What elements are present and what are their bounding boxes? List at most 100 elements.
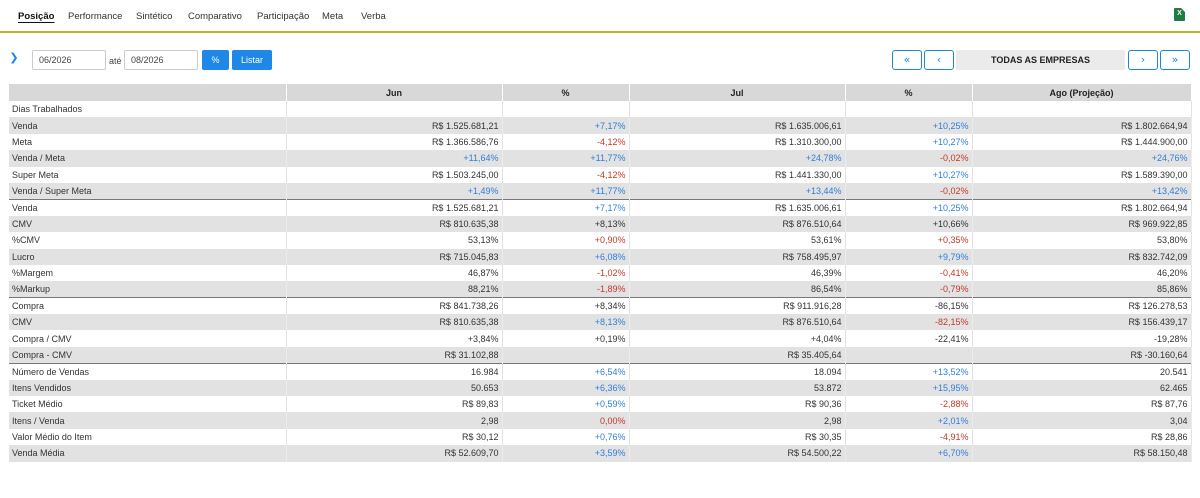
column-header-pct-jun[interactable]: % [502, 84, 630, 101]
cell-jun: +11,64% [286, 150, 503, 167]
cell-jun: R$ 31.102,88 [286, 346, 503, 364]
tab-verba[interactable]: Verba [361, 11, 386, 22]
table-row: %CMV 53,13% +0,90% 53,61% +0,35% 53,80% [9, 232, 1192, 249]
cell-ago: 53,80% [972, 232, 1192, 249]
cell-pct-jun: -1,02% [502, 264, 630, 282]
cell-jul: 53,61% [629, 232, 846, 249]
column-header-pct-jul[interactable]: % [845, 84, 973, 101]
position-table: Jun % Jul % Ago (Projeção) Dias Trabalha… [9, 84, 1192, 462]
cell-jul: R$ 54.500,22 [629, 445, 846, 462]
cell-ago: +24,76% [972, 150, 1192, 167]
cell-pct-jun: +0,76% [502, 428, 630, 446]
row-label: %Markup [9, 281, 287, 298]
table-row: Compra - CMV R$ 31.102,88 R$ 35.405,64 R$ -… [9, 346, 1192, 364]
cell-jul: R$ 30,35 [629, 428, 846, 446]
cell-jun: R$ 30,12 [286, 428, 503, 446]
next-page-button[interactable]: › [1128, 50, 1158, 70]
cell-jul: R$ 35.405,64 [629, 346, 846, 364]
tab-posicao[interactable]: Posição [18, 11, 55, 22]
cell-jul: 2,98 [629, 412, 846, 429]
cell-ago: R$ 1.802.664,94 [972, 117, 1192, 134]
listar-button[interactable]: Listar [232, 50, 272, 70]
last-page-button[interactable]: » [1160, 50, 1190, 70]
row-label: Lucro [9, 248, 287, 265]
cell-jul: R$ 911.916,28 [629, 297, 846, 315]
cell-jun: R$ 52.609,70 [286, 445, 503, 462]
cell-pct-jul: +13,52% [845, 362, 973, 380]
expand-chevron-icon[interactable]: ❯ [9, 52, 19, 64]
tab-comparativo[interactable]: Comparativo [188, 11, 242, 22]
percent-button[interactable]: % [202, 50, 229, 70]
cell-pct-jun: -4,12% [502, 133, 630, 151]
date-from-input[interactable] [32, 50, 106, 70]
cell-pct-jul: -0,41% [845, 264, 973, 282]
cell-ago: R$ 832.742,09 [972, 248, 1192, 265]
table-row: Compra / CMV +3,84% +0,19% +4,04% -22,41% -19… [9, 330, 1192, 347]
cell-ago: R$ 126.278,53 [972, 297, 1192, 315]
row-label: Venda / Meta [9, 150, 287, 167]
cell-ago: 85,86% [972, 281, 1192, 298]
table-row: Lucro R$ 715.045,83 +6,08% R$ 758.495,97 +9,… [9, 248, 1192, 265]
row-label: Venda / Super Meta [9, 182, 287, 200]
cell-jul: R$ 90,36 [629, 396, 846, 413]
cell-jun: 50.653 [286, 379, 503, 397]
first-page-button[interactable]: « [892, 50, 922, 70]
tab-performance[interactable]: Performance [68, 11, 123, 22]
cell-jun: R$ 810.635,38 [286, 314, 503, 331]
cell-pct-jul: +10,27% [845, 166, 973, 183]
cell-jun: R$ 841.738,26 [286, 297, 503, 315]
cell-pct-jun: +0,59% [502, 396, 630, 413]
cell-pct-jun: +7,17% [502, 198, 630, 216]
cell-pct-jul: -2,88% [845, 396, 973, 413]
row-label: Itens / Venda [9, 412, 287, 429]
cell-pct-jun: +7,17% [502, 117, 630, 134]
cell-pct-jun: +8,34% [502, 297, 630, 315]
tab-participacao[interactable]: Participação [257, 11, 310, 22]
table-row: Itens Vendidos 50.653 +6,36% 53.872 +15,95% 6… [9, 379, 1192, 397]
cell-jun: 2,98 [286, 412, 503, 429]
cell-ago: R$ 1.444.900,00 [972, 133, 1192, 151]
row-label: Venda [9, 117, 287, 134]
cell-pct-jun: +11,77% [502, 182, 630, 200]
cell-jun: 88,21% [286, 281, 503, 298]
cell-ago: R$ 156.439,17 [972, 314, 1192, 331]
cell-jun: R$ 1.525.681,21 [286, 198, 503, 216]
cell-jun: R$ 1.503.245,00 [286, 166, 503, 183]
row-label: Dias Trabalhados [9, 101, 287, 118]
row-label: Meta [9, 133, 287, 151]
cell-jul: 53.872 [629, 379, 846, 397]
tab-bar: Posição Performance Sintético Comparativ… [0, 0, 1200, 33]
table-row: Valor Médio do Item R$ 30,12 +0,76% R$ 30,3… [9, 428, 1192, 446]
prev-page-button[interactable]: ‹ [924, 50, 954, 70]
cell-jul: R$ 1.310.300,00 [629, 133, 846, 151]
cell-pct-jul: -82,15% [845, 314, 973, 331]
cell-pct-jul: +10,27% [845, 133, 973, 151]
column-header-ago[interactable]: Ago (Projeção) [972, 84, 1192, 101]
excel-export-icon[interactable]: X [1174, 8, 1185, 21]
column-header-label [9, 84, 287, 101]
table-row: Dias Trabalhados [9, 101, 1192, 118]
tab-meta[interactable]: Meta [322, 11, 344, 22]
row-label: CMV [9, 314, 287, 331]
cell-pct-jul: -0,79% [845, 281, 973, 298]
row-label: Compra - CMV [9, 346, 287, 364]
row-label: %Margem [9, 264, 287, 282]
table-row: Compra R$ 841.738,26 +8,34% R$ 911.916,28 -8… [9, 297, 1192, 315]
date-to-input[interactable] [124, 50, 198, 70]
cell-pct-jul: +10,66% [845, 215, 973, 233]
empresas-selector[interactable]: TODAS AS EMPRESAS [956, 50, 1125, 70]
cell-ago: -19,28% [972, 330, 1192, 347]
column-header-jun[interactable]: Jun [286, 84, 503, 101]
table-row: Itens / Venda 2,98 0,00% 2,98 +2,01% 3,04 [9, 412, 1192, 429]
cell-jul: R$ 876.510,64 [629, 215, 846, 233]
cell-jun: 53,13% [286, 232, 503, 249]
row-label: Itens Vendidos [9, 379, 287, 397]
cell-pct-jul: +10,25% [845, 117, 973, 134]
cell-pct-jun: +0,90% [502, 232, 630, 249]
row-label: Valor Médio do Item [9, 428, 287, 446]
cell-jul: 18.094 [629, 362, 846, 380]
cell-pct-jun: +0,19% [502, 330, 630, 347]
tab-sintetico[interactable]: Sintético [136, 11, 173, 22]
column-header-jul[interactable]: Jul [629, 84, 846, 101]
cell-jul: +13,44% [629, 182, 846, 200]
